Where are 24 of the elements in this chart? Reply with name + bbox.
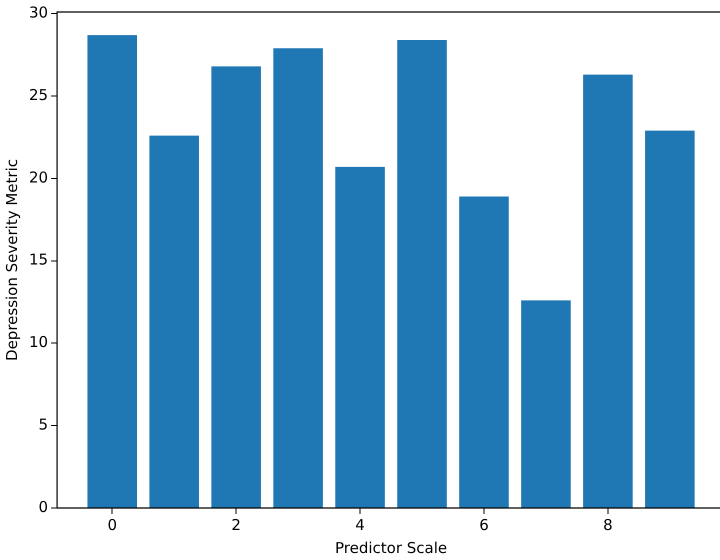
bar xyxy=(87,35,138,508)
bar xyxy=(521,300,571,508)
y-tick-label: 15 xyxy=(28,250,48,269)
bar xyxy=(149,136,199,508)
x-axis-title: Predictor Scale xyxy=(334,538,448,557)
bar xyxy=(459,196,509,508)
x-tick-label: 2 xyxy=(231,516,241,534)
x-tick-label: 6 xyxy=(479,516,489,534)
x-tick-label: 4 xyxy=(355,516,365,534)
y-tick-label: 0 xyxy=(38,498,48,516)
y-tick-label: 10 xyxy=(28,333,48,352)
y-tick-label: 20 xyxy=(28,168,48,186)
x-tick-label: 0 xyxy=(107,516,118,534)
bar xyxy=(273,48,323,508)
bar xyxy=(645,130,695,508)
y-axis-title: Depression Severity Metric xyxy=(2,159,21,361)
bar xyxy=(583,74,633,508)
y-tick-label: 25 xyxy=(28,86,48,104)
bar xyxy=(211,66,261,508)
x-tick-label: 8 xyxy=(603,516,613,534)
y-tick-label: 30 xyxy=(28,4,48,22)
bar xyxy=(335,166,385,508)
bar xyxy=(397,40,447,508)
y-tick-label: 5 xyxy=(38,416,48,434)
